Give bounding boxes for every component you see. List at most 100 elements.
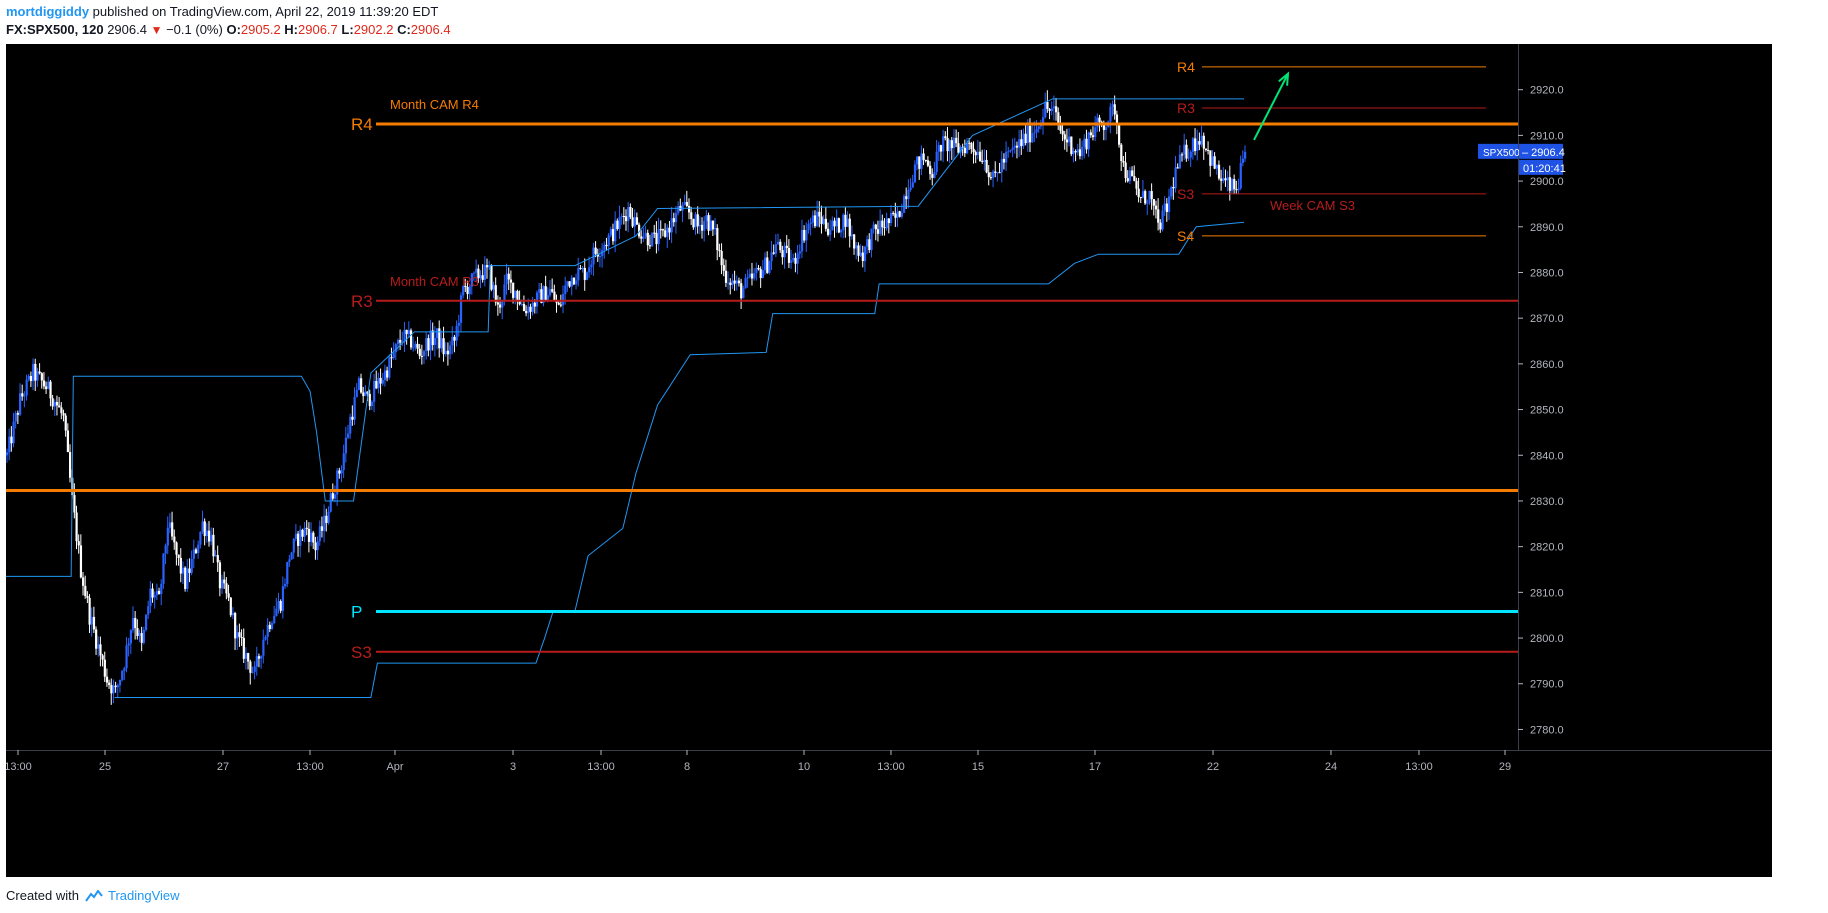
- candle-body: [357, 378, 361, 391]
- candle-body: [229, 597, 232, 616]
- candle-body: [866, 239, 869, 247]
- candle-body: [1005, 151, 1008, 163]
- price-chart[interactable]: R4 Month CAM R4 R3 Month CAM R3 P S3 R4 R3 S3 Wee…: [6, 44, 1772, 877]
- candle-body: [314, 542, 317, 551]
- candle-body: [727, 282, 730, 284]
- candle-body: [800, 229, 804, 252]
- candle-body: [253, 666, 256, 672]
- candle-body: [601, 249, 604, 257]
- candle-body: [1244, 151, 1247, 159]
- candle-body: [1046, 101, 1049, 109]
- candle-body: [822, 218, 825, 224]
- candle-body: [542, 286, 545, 303]
- candle-body: [1215, 164, 1218, 169]
- price-tick-label: 2890.0: [1530, 222, 1564, 234]
- candle-body: [423, 351, 426, 356]
- candle-body: [205, 530, 209, 537]
- candle-body: [370, 401, 374, 407]
- candle-body: [14, 413, 17, 422]
- candle-body: [1128, 170, 1132, 182]
- candle-body: [53, 402, 56, 407]
- candle-body: [618, 216, 621, 229]
- candle-body: [1139, 196, 1142, 198]
- candle-body: [661, 229, 665, 231]
- candle-body: [346, 433, 350, 438]
- month-level-label-r3: R3: [351, 292, 373, 311]
- publish-line: mortdiggiddy published on TradingView.co…: [6, 4, 438, 19]
- candle-body: [703, 221, 706, 231]
- candle-body: [488, 265, 491, 268]
- candle-body: [288, 559, 291, 562]
- candle-body: [896, 211, 899, 218]
- candle-body: [10, 436, 13, 444]
- candle-body: [1113, 104, 1116, 115]
- candle-body: [1124, 162, 1127, 179]
- candle-body: [894, 213, 897, 218]
- candles-layer: [6, 90, 1247, 705]
- candle-body: [512, 282, 515, 298]
- candle-body: [707, 215, 710, 231]
- week-level-label-r3: R3: [1177, 100, 1195, 116]
- candle-body: [1081, 146, 1084, 157]
- candle-body: [472, 272, 476, 274]
- symbol-label: FX:SPX500, 120: [6, 22, 104, 37]
- candle-body: [249, 661, 252, 673]
- candle-body: [933, 172, 936, 178]
- candle-body: [1165, 203, 1169, 213]
- candle-body: [6, 452, 9, 456]
- candle-body: [496, 302, 500, 305]
- candle-body: [850, 234, 854, 237]
- candle-body: [724, 270, 728, 283]
- close-label: C:: [397, 22, 411, 37]
- candle-body: [572, 277, 576, 285]
- candle-body: [1052, 106, 1056, 109]
- candle-body: [1022, 133, 1025, 147]
- low-value: 2902.2: [353, 22, 394, 37]
- candle-body: [979, 151, 982, 161]
- candle-body: [123, 668, 126, 671]
- chart-area[interactable]: R4 Month CAM R4 R3 Month CAM R3 P S3 R4 R3 S3 Wee…: [6, 44, 1772, 877]
- candle-body: [909, 187, 912, 190]
- candle-body: [383, 370, 387, 381]
- candle-body: [790, 260, 793, 263]
- candle-body: [1230, 179, 1234, 191]
- candle-body: [787, 247, 791, 263]
- created-with-label: Created with: [6, 888, 79, 903]
- price-tag-countdown: 01:20:41: [1523, 163, 1566, 175]
- candle-body: [529, 306, 532, 312]
- candle-body: [1074, 150, 1077, 153]
- candle-body: [1000, 158, 1003, 173]
- candle-body: [1083, 138, 1086, 147]
- candle-body: [399, 340, 402, 343]
- candle-body: [331, 493, 334, 499]
- candle-body: [1063, 134, 1066, 140]
- candle-body: [887, 218, 890, 224]
- candle-body: [166, 527, 169, 546]
- candle-body: [90, 616, 93, 625]
- candle-body: [1028, 125, 1032, 143]
- candle-body: [121, 671, 124, 680]
- candle-body: [505, 273, 508, 285]
- candle-body: [1209, 150, 1212, 166]
- candle-body: [546, 295, 550, 302]
- candle-body: [12, 421, 15, 444]
- candle-body: [260, 655, 263, 659]
- candle-body: [1159, 222, 1162, 230]
- time-tick-label: Apr: [386, 761, 403, 773]
- candle-body: [457, 322, 460, 326]
- author-link[interactable]: mortdiggiddy: [6, 4, 90, 19]
- tradingview-link[interactable]: TradingView: [108, 888, 180, 903]
- candle-body: [764, 257, 767, 271]
- candle-body: [305, 527, 308, 529]
- time-tick-label: 13:00: [6, 761, 32, 773]
- candle-body: [963, 147, 967, 154]
- candle-body: [1102, 125, 1106, 130]
- candle-body: [861, 252, 864, 262]
- candle-body: [131, 617, 135, 631]
- price-tick-label: 2860.0: [1530, 359, 1564, 371]
- candle-body: [768, 261, 771, 273]
- candle-body: [294, 533, 298, 539]
- low-label: L:: [341, 22, 354, 37]
- candle-body: [1020, 139, 1023, 147]
- candle-body: [874, 224, 877, 230]
